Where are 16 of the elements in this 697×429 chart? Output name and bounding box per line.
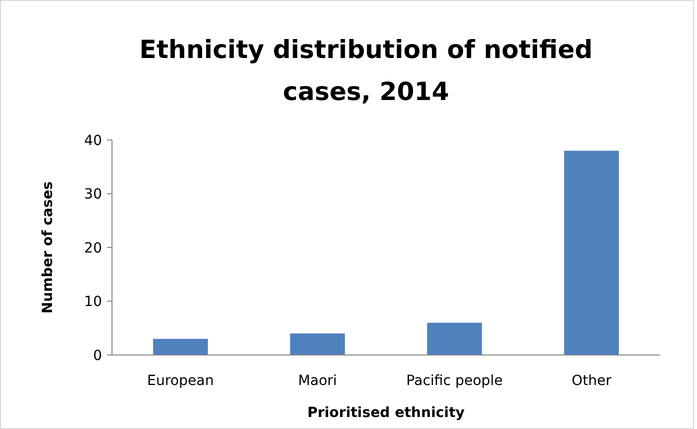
y-tick-label: 30 xyxy=(84,186,102,203)
y-tick-label: 40 xyxy=(84,132,102,149)
y-axis-title: Number of cases xyxy=(40,181,56,314)
x-axis-title: Prioritised ethnicity xyxy=(307,405,465,421)
bar xyxy=(290,334,345,355)
x-tick-label: Maori xyxy=(298,373,337,389)
bar xyxy=(564,150,619,355)
bar xyxy=(153,338,208,355)
x-tick-label: European xyxy=(147,373,214,389)
x-tick-label: Other xyxy=(572,373,612,389)
bar xyxy=(427,322,482,355)
chart-title: Ethnicity distribution of notified cases, 2014 xyxy=(139,35,593,106)
y-tick-label: 0 xyxy=(93,348,102,364)
y-tick-label: 10 xyxy=(84,294,102,310)
x-tick-label: Pacific people xyxy=(406,373,503,389)
y-tick-label: 20 xyxy=(84,240,102,256)
